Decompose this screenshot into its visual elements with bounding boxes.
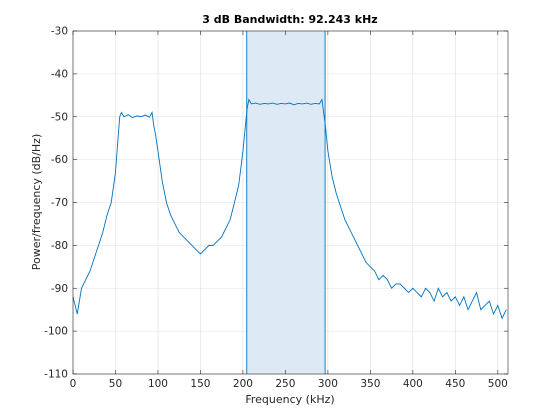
x-tick-label: 400 [403, 378, 423, 390]
chart-title: 3 dB Bandwidth: 92.243 kHz [202, 13, 377, 26]
x-tick-label: 150 [190, 378, 210, 390]
x-tick-label: 100 [148, 378, 168, 390]
y-tick-label: -70 [51, 197, 68, 209]
x-axis-label: Frequency (kHz) [245, 393, 334, 406]
bandwidth-band [246, 31, 326, 374]
y-tick-label: -80 [51, 240, 68, 252]
x-tick-labels: 0 50 100 150 200 250 300 350 400 450 500 [70, 378, 508, 390]
x-tick-label: 300 [318, 378, 338, 390]
x-tick-label: 200 [233, 378, 253, 390]
y-tick-label: -40 [51, 68, 68, 80]
y-tick-label: -90 [51, 283, 68, 295]
series-line [72, 98, 507, 320]
x-tick-label: 50 [109, 378, 122, 390]
x-tick-label: 250 [275, 378, 295, 390]
x-tick-label: 500 [488, 378, 508, 390]
y-tick-labels: -110 -100 -90 -80 -70 -60 -50 -40 -30 [44, 26, 68, 381]
y-tick-label: -60 [51, 154, 68, 166]
y-tick-label: -100 [44, 326, 68, 338]
axis-ticks [72, 30, 508, 375]
x-tick-label: 0 [70, 378, 77, 390]
y-tick-label: -50 [51, 111, 68, 123]
x-tick-label: 450 [445, 378, 465, 390]
y-axis-label: Power/frequency (dB/Hz) [30, 134, 43, 271]
y-tick-label: -110 [44, 369, 68, 381]
x-tick-label: 350 [360, 378, 380, 390]
y-tick-label: -30 [51, 26, 68, 38]
